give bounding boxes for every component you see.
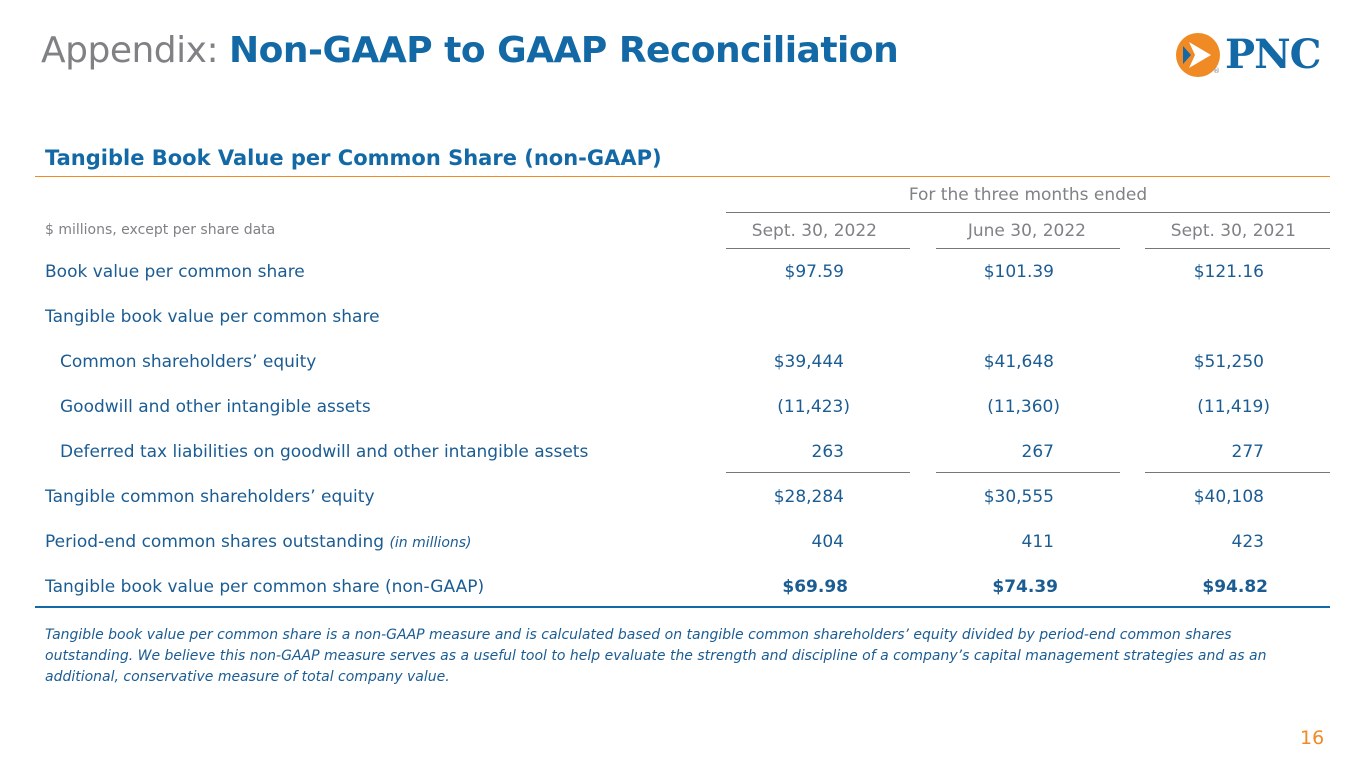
pnc-triangle-logo-icon — [1176, 33, 1220, 77]
table-cell: $39,444 — [773, 352, 844, 372]
table-cell-total: $94.82 — [1202, 577, 1268, 597]
column-header-2: June 30, 2022 — [967, 221, 1086, 241]
column-group-header: For the three months ended — [908, 185, 1148, 205]
table-cell: $30,555 — [983, 487, 1054, 507]
column-header-1: Sept. 30, 2022 — [751, 221, 877, 241]
table-cell: $121.16 — [1193, 262, 1264, 282]
unit-label: $ millions, except per share data — [45, 222, 276, 238]
table-cell: 263 — [811, 442, 844, 462]
title-main: Non-GAAP to GAAP Reconciliation — [229, 30, 899, 71]
table-cell: $51,250 — [1193, 352, 1264, 372]
row-label-book-value: Book value per common share — [45, 262, 305, 282]
subtotal-rule-1 — [726, 472, 910, 473]
subtotal-rule-2 — [936, 472, 1120, 473]
column-header-rule-3 — [1145, 248, 1330, 249]
row-label-shares-outstanding: Period-end common shares outstanding (in… — [45, 532, 472, 552]
table-cell: 411 — [1021, 532, 1054, 552]
table-cell: (11,423) — [777, 397, 850, 417]
column-header-rule-2 — [936, 248, 1120, 249]
logo-registered-mark: ® — [1213, 67, 1220, 75]
table-cell: 277 — [1231, 442, 1264, 462]
table-cell-total: $74.39 — [992, 577, 1058, 597]
footnote: Tangible book value per common share is … — [45, 627, 1267, 685]
column-group-rule — [726, 212, 1330, 213]
page-number: 16 — [1300, 727, 1325, 749]
column-header-3: Sept. 30, 2021 — [1170, 221, 1296, 241]
row-label-text: Period-end common shares outstanding — [45, 532, 385, 552]
table-cell: (11,419) — [1197, 397, 1270, 417]
logo-wordmark: PNC — [1225, 31, 1321, 78]
table-cell: $101.39 — [983, 262, 1054, 282]
table-cell: $97.59 — [784, 262, 844, 282]
table-cell: $41,648 — [983, 352, 1054, 372]
table-cell: (11,360) — [987, 397, 1060, 417]
table-bottom-rule — [35, 606, 1330, 608]
table-cell-total: $69.98 — [782, 577, 848, 597]
title-prefix: Appendix: — [41, 30, 219, 71]
table-cell: $28,284 — [773, 487, 844, 507]
section-divider — [35, 176, 1330, 177]
row-label-tbvps-non-gaap: Tangible book value per common share (no… — [45, 577, 485, 597]
pnc-logo: ® PNC — [1175, 31, 1330, 79]
table-cell: 404 — [811, 532, 844, 552]
column-header-rule-1 — [726, 248, 910, 249]
subtotal-rule-3 — [1145, 472, 1330, 473]
table-cell: $40,108 — [1193, 487, 1264, 507]
row-label-common-equity: Common shareholders’ equity — [60, 352, 317, 372]
row-label-note: (in millions) — [389, 535, 472, 551]
row-label-tangible-book-value: Tangible book value per common share — [45, 307, 380, 327]
section-title: Tangible Book Value per Common Share (no… — [45, 146, 662, 170]
row-label-tangible-equity: Tangible common shareholders’ equity — [45, 487, 375, 507]
row-label-goodwill: Goodwill and other intangible assets — [60, 397, 371, 417]
page-title: Appendix: Non-GAAP to GAAP Reconciliatio… — [41, 30, 899, 71]
row-label-deferred-tax: Deferred tax liabilities on goodwill and… — [60, 442, 589, 462]
table-cell: 267 — [1021, 442, 1054, 462]
table-cell: 423 — [1231, 532, 1264, 552]
